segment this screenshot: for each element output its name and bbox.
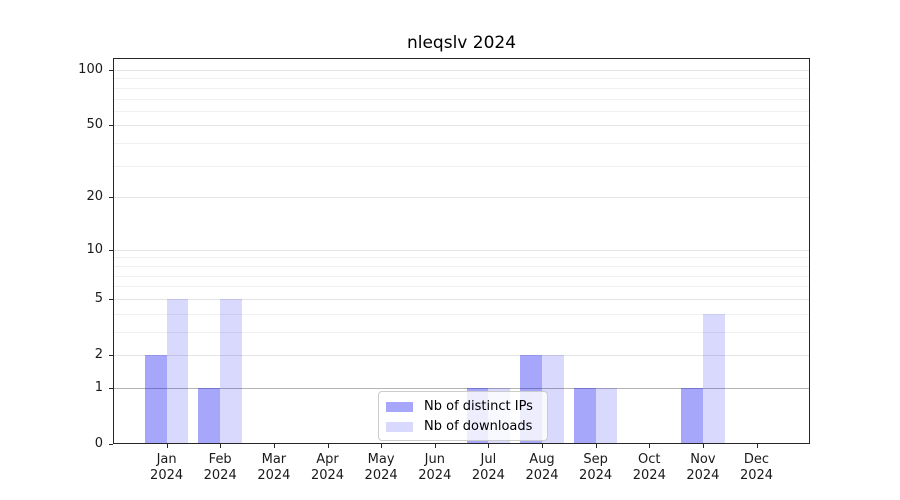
gridline-major-100 — [113, 70, 810, 71]
x-tick-mark-mar — [273, 444, 275, 448]
legend-label-downloads: Nb of downloads — [424, 419, 533, 434]
gridline-minor-3 — [113, 331, 810, 333]
x-tick-label-jul: Jul 2024 — [471, 452, 505, 483]
x-tick-label-feb: Feb 2024 — [203, 452, 237, 483]
x-tick-mark-jul — [488, 444, 490, 448]
gridline-major-20 — [113, 197, 810, 199]
legend-swatch-downloads — [386, 422, 413, 432]
legend-row-downloads: Nb of downloads — [386, 417, 539, 437]
x-tick-mark-aug — [542, 444, 543, 448]
y-tick-mark-0 — [109, 444, 113, 445]
x-tick-label-jun: Jun 2024 — [418, 452, 452, 483]
gridline-major-5 — [113, 298, 810, 300]
bar-sep-distinct-ips — [573, 387, 596, 444]
gridline-minor-60 — [113, 110, 810, 112]
y-tick-label-100: 100 — [78, 62, 103, 77]
x-tick-label-nov: Nov 2024 — [686, 452, 720, 483]
x-tick-label-aug: Aug 2024 — [525, 452, 559, 483]
gridline-minor-6 — [113, 286, 810, 288]
y-tick-label-0: 0 — [94, 436, 103, 451]
x-tick-label-sep: Sep 2024 — [579, 452, 613, 483]
x-tick-label-jan: Jan 2024 — [150, 452, 184, 483]
bar-layer — [113, 58, 810, 444]
gridline-minor-70 — [113, 98, 810, 100]
gridline-minor-8 — [113, 265, 810, 267]
grid-layer — [113, 58, 810, 444]
x-tick-label-apr: Apr 2024 — [310, 452, 345, 483]
x-tick-label-dec: Dec 2024 — [739, 452, 774, 483]
bar-sep-downloads — [595, 387, 618, 444]
y-tick-mark-5 — [109, 298, 113, 300]
x-tick-mark-oct — [649, 444, 651, 448]
x-tick-mark-jan — [166, 444, 168, 448]
chart-title: nleqslv 2024 — [406, 33, 517, 53]
x-tick-mark-sep — [595, 444, 597, 448]
gridline-minor-4 — [113, 313, 810, 315]
gridline-minor-9 — [113, 257, 810, 259]
y-tick-mark-1 — [109, 387, 113, 389]
bar-nov-downloads — [702, 313, 725, 444]
y-tick-mark-50 — [109, 125, 113, 127]
gridline-minor-90 — [113, 78, 810, 80]
y-tick-mark-20 — [109, 197, 113, 199]
y-tick-label-5: 5 — [94, 290, 103, 306]
x-tick-label-oct: Oct 2024 — [632, 452, 666, 483]
x-tick-mark-feb — [220, 444, 222, 448]
y-tick-label-1: 1 — [94, 379, 103, 395]
gridline-minor-80 — [113, 87, 810, 89]
x-tick-label-may: May 2024 — [364, 452, 398, 483]
y-tick-label-20: 20 — [86, 189, 103, 205]
x-tick-label-mar: Mar 2024 — [257, 452, 291, 483]
x-tick-mark-jun — [434, 444, 436, 448]
gridline-minor-40 — [113, 143, 810, 145]
gridline-minor-7 — [113, 275, 810, 277]
bar-nov-distinct-ips — [681, 387, 703, 444]
y-tick-mark-10 — [109, 249, 113, 251]
gridline-major-50 — [113, 125, 810, 127]
legend: Nb of distinct IPs Nb of downloads — [378, 391, 548, 441]
y-tick-label-2: 2 — [94, 347, 103, 362]
x-tick-mark-may — [381, 444, 383, 448]
gridline-major-2 — [113, 355, 810, 356]
bar-feb-downloads — [220, 298, 242, 444]
y-tick-mark-100 — [109, 70, 113, 71]
gridline-unit-1 — [113, 387, 810, 389]
legend-row-distinct-ips: Nb of distinct IPs — [386, 397, 539, 417]
y-tick-label-50: 50 — [86, 117, 103, 133]
legend-label-distinct-ips: Nb of distinct IPs — [424, 399, 533, 414]
bar-jan-distinct-ips — [144, 355, 167, 444]
x-tick-mark-dec — [756, 444, 758, 448]
y-tick-mark-2 — [109, 355, 113, 356]
y-tick-label-10: 10 — [86, 241, 103, 257]
x-tick-mark-nov — [702, 444, 704, 448]
bar-feb-distinct-ips — [198, 387, 221, 444]
gridline-minor-30 — [113, 165, 810, 167]
bar-jan-downloads — [166, 298, 189, 444]
gridline-major-10 — [113, 249, 810, 251]
legend-swatch-distinct-ips — [386, 402, 413, 412]
x-tick-mark-apr — [327, 444, 329, 448]
